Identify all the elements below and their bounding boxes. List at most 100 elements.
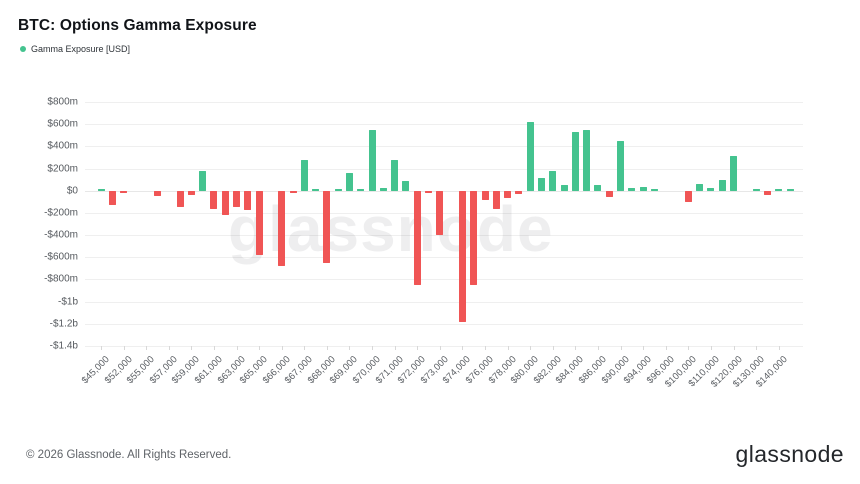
gamma-bar-71000[interactable] <box>391 159 399 191</box>
y-axis-tick-label: -$1.4b <box>49 340 78 352</box>
gamma-bar[interactable] <box>583 129 591 191</box>
legend-item-gamma-exposure[interactable]: Gamma Exposure [USD] <box>20 44 130 54</box>
gamma-bar[interactable] <box>470 190 478 285</box>
gamma-bar-90000[interactable] <box>617 140 625 191</box>
gridline <box>85 146 803 148</box>
gamma-bar-80000[interactable] <box>526 121 534 191</box>
gamma-bar-70000[interactable] <box>368 129 376 191</box>
gamma-bar-130000[interactable] <box>752 188 760 191</box>
x-axis-tick <box>665 346 667 350</box>
x-axis-tick <box>643 346 645 350</box>
gamma-bar-59000[interactable] <box>187 190 195 196</box>
gamma-bar-72000[interactable] <box>413 190 421 285</box>
x-axis-tick <box>168 346 170 350</box>
gamma-bar[interactable] <box>199 170 207 191</box>
gamma-bar[interactable] <box>538 177 545 191</box>
gamma-bar-65000[interactable] <box>255 190 263 256</box>
x-axis-tick <box>710 346 712 350</box>
gamma-bar-76000[interactable] <box>481 190 489 201</box>
x-axis-tick <box>575 346 577 350</box>
gamma-bar-86000[interactable] <box>594 185 602 191</box>
gamma-bar[interactable] <box>357 188 365 191</box>
gamma-bar[interactable] <box>515 190 523 195</box>
x-axis-tick <box>733 346 735 350</box>
gamma-bar-120000[interactable] <box>730 156 738 191</box>
gamma-bar[interactable] <box>334 188 342 191</box>
y-axis-tick-label: $800m <box>47 96 78 108</box>
x-axis-tick <box>123 346 125 350</box>
gamma-bar-94000[interactable] <box>639 187 647 191</box>
gamma-bar-100000[interactable] <box>684 190 692 203</box>
x-axis-tick <box>236 346 238 350</box>
gamma-bar-82000[interactable] <box>549 171 557 191</box>
legend-dot-icon <box>20 46 26 52</box>
gamma-bar-68000[interactable] <box>323 190 331 263</box>
x-axis-tick <box>462 346 464 350</box>
gamma-bar-78000[interactable] <box>504 190 512 199</box>
gridline <box>85 279 803 281</box>
x-axis-tick <box>146 346 148 350</box>
gamma-bar[interactable] <box>605 190 613 197</box>
gamma-bar[interactable] <box>650 188 658 191</box>
x-axis-tick <box>304 346 306 350</box>
page-title: BTC: Options Gamma Exposure <box>18 17 257 34</box>
gamma-bar[interactable] <box>312 188 320 191</box>
y-axis-tick-label: -$1b <box>57 296 78 308</box>
x-axis-tick <box>597 346 599 350</box>
gamma-bar-73000[interactable] <box>436 190 444 236</box>
x-axis-tick <box>101 346 102 350</box>
x-axis-tick <box>507 346 509 350</box>
gamma-bar-84000[interactable] <box>571 131 579 191</box>
gridline <box>85 323 803 325</box>
gamma-exposure-bar-chart: $800m $600m $400m $200m $0 -$200m -$400m -$600m… <box>44 96 803 390</box>
x-axis-tick <box>372 346 374 350</box>
gridline <box>85 102 803 103</box>
gamma-bar-110000[interactable] <box>707 187 715 191</box>
copyright-text: © 2026 Glassnode. All Rights Reserved. <box>26 449 232 461</box>
gamma-bar-67000[interactable] <box>300 160 308 191</box>
y-axis-tick-label: $600m <box>47 118 78 130</box>
gridline <box>85 301 803 303</box>
gridline <box>85 212 803 214</box>
gridline <box>85 346 803 347</box>
y-axis-tick-label: -$400m <box>44 229 78 241</box>
gamma-bar-74000[interactable] <box>458 190 466 323</box>
gridline <box>85 190 803 192</box>
gamma-bar[interactable] <box>628 187 636 191</box>
x-axis-tick <box>394 346 396 350</box>
x-axis-tick <box>191 346 193 350</box>
gamma-bar-140000[interactable] <box>775 188 783 191</box>
gamma-bar[interactable] <box>425 190 433 193</box>
glassnode-watermark: glassnode <box>228 193 554 265</box>
gamma-bar-45000[interactable] <box>97 188 105 191</box>
gamma-bar[interactable] <box>492 190 500 210</box>
gamma-bar[interactable] <box>153 190 161 196</box>
gamma-bar-66000[interactable] <box>278 190 286 267</box>
gamma-bar[interactable] <box>221 190 229 216</box>
x-axis-tick <box>756 346 758 350</box>
gamma-bar[interactable] <box>379 187 387 191</box>
y-axis-tick-label: -$1.2b <box>49 318 78 330</box>
gamma-bar[interactable] <box>176 190 184 207</box>
x-axis-tick <box>778 346 780 350</box>
gamma-bar[interactable] <box>244 190 252 211</box>
gamma-bar-61000[interactable] <box>210 190 218 210</box>
y-axis-tick-label: $400m <box>47 140 78 152</box>
gridline <box>85 257 803 259</box>
gamma-bar-52000[interactable] <box>120 190 128 193</box>
gamma-bar[interactable] <box>108 190 116 206</box>
gamma-bar[interactable] <box>718 179 726 191</box>
gamma-bar[interactable] <box>560 185 568 191</box>
gamma-bar-63000[interactable] <box>233 190 241 208</box>
gamma-bar-69000[interactable] <box>345 172 353 191</box>
glassnode-logo: glassnode <box>735 441 844 467</box>
gamma-bar[interactable] <box>289 190 297 193</box>
x-axis-tick <box>417 346 419 350</box>
gamma-bar[interactable] <box>786 188 794 191</box>
x-axis-tick <box>213 346 215 350</box>
x-axis-tick <box>259 346 261 350</box>
gamma-bar[interactable] <box>402 181 410 191</box>
gamma-bar[interactable] <box>696 183 704 191</box>
gamma-bar[interactable] <box>763 190 771 196</box>
